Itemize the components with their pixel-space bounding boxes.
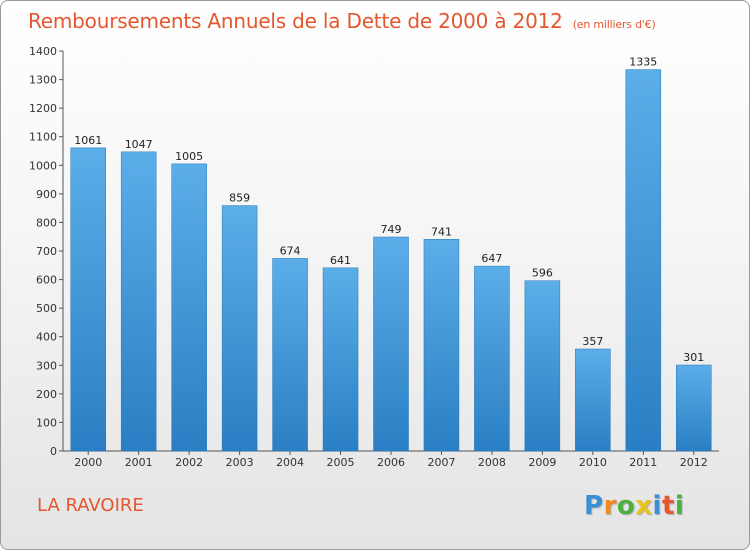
logo-letter: i: [652, 491, 662, 521]
y-tick-label: 1300: [29, 74, 57, 87]
bar: [625, 69, 662, 452]
bar-value-label: 647: [481, 252, 502, 265]
x-tick-label: 2004: [276, 456, 304, 469]
bar-value-label: 357: [582, 335, 603, 348]
bar: [70, 147, 106, 452]
logo-letter: i: [674, 491, 685, 521]
y-tick-label: 900: [36, 188, 57, 201]
labels-group: 1061 2000 1047 2001 1005 2002 859 2003 674 2004 64…: [74, 56, 708, 469]
bar-value-label: 749: [381, 223, 402, 236]
bar: [171, 163, 207, 452]
logo-letter: P: [584, 491, 604, 521]
bar: [676, 364, 712, 452]
bar-value-label: 596: [532, 267, 553, 280]
y-tick-label: 200: [36, 388, 57, 401]
x-tick-label: 2005: [327, 456, 355, 469]
chart-title: Remboursements Annuels de la Dette de 20…: [28, 9, 656, 33]
bar-value-label: 859: [229, 192, 250, 205]
y-tick-label: 1200: [29, 102, 57, 115]
y-tick-label: 1100: [29, 131, 57, 144]
y-tick-label: 1000: [29, 159, 57, 172]
x-tick-label: 2003: [226, 456, 254, 469]
chart-title-text: Remboursements Annuels de la Dette de 20…: [28, 9, 563, 33]
x-tick-label: 2010: [579, 456, 607, 469]
y-tick-label: 300: [36, 359, 57, 372]
bar-value-label: 1005: [175, 150, 203, 163]
y-tick-label: 100: [36, 416, 57, 429]
x-tick-label: 2001: [125, 456, 153, 469]
place-name: LA RAVOIRE: [37, 495, 144, 516]
bars-group: [70, 69, 712, 452]
logo-letter: r: [603, 491, 617, 521]
bar-value-label: 1335: [629, 56, 657, 69]
bar-value-label: 1047: [125, 138, 153, 151]
bar-value-label: 301: [683, 351, 704, 364]
y-tick-label: 800: [36, 216, 57, 229]
logo-letter: t: [661, 491, 675, 521]
bar: [373, 236, 409, 452]
chart-unit: (en milliers d'€): [572, 18, 656, 31]
bar: [322, 267, 359, 452]
bar: [575, 348, 611, 452]
bar-value-label: 674: [280, 244, 301, 257]
logo-letter: x: [635, 491, 653, 521]
x-tick-label: 2000: [74, 456, 102, 469]
x-tick-label: 2008: [478, 456, 506, 469]
bar: [221, 205, 258, 452]
x-tick-label: 2012: [680, 456, 708, 469]
x-tick-label: 2009: [528, 456, 556, 469]
bar-value-label: 1061: [74, 134, 102, 147]
logo-letter: o: [616, 491, 636, 521]
y-tick-label: 600: [36, 274, 57, 287]
bar: [474, 265, 510, 452]
x-tick-label: 2011: [629, 456, 657, 469]
x-tick-label: 2007: [427, 456, 455, 469]
bar: [423, 239, 460, 452]
y-tick-label: 400: [36, 331, 57, 344]
bar-value-label: 641: [330, 254, 351, 267]
axes: 0 100 200 300 400 500 600 700 800 900 1000 1100 1200…: [29, 45, 719, 458]
proxiti-logo[interactable]: Proxiti: [584, 491, 684, 521]
bar: [120, 151, 157, 452]
x-tick-label: 2006: [377, 456, 405, 469]
y-tick-label: 500: [36, 302, 57, 315]
y-tick-label: 1400: [29, 45, 57, 58]
bar: [272, 258, 308, 452]
y-tick-label: 0: [50, 445, 57, 458]
bar: [524, 280, 561, 452]
bar-value-label: 741: [431, 225, 452, 238]
y-tick-label: 700: [36, 245, 57, 258]
x-tick-label: 2002: [175, 456, 203, 469]
